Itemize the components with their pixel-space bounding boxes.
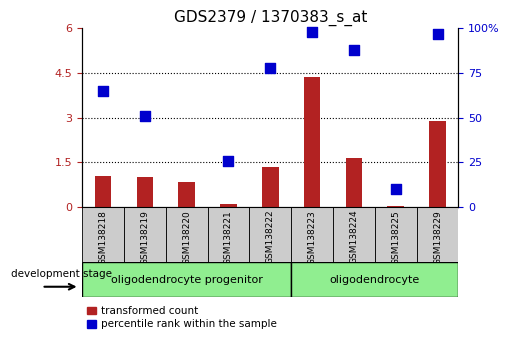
Bar [166,207,208,262]
Bar [304,78,321,207]
Point [224,158,233,164]
Text: GSM138222: GSM138222 [266,210,275,264]
Point [140,113,149,119]
Point [350,47,358,53]
Bar [346,158,363,207]
Text: development stage: development stage [11,269,112,279]
Point [266,65,275,70]
Bar [387,206,404,207]
Text: GSM138219: GSM138219 [140,210,149,265]
Text: GSM138223: GSM138223 [307,210,316,264]
Bar [220,204,237,207]
Point [99,88,107,94]
Bar [375,207,417,262]
Bar [429,121,446,207]
Bar [82,262,291,297]
Text: GSM138218: GSM138218 [99,210,108,265]
Bar [291,207,333,262]
Bar [262,167,279,207]
Text: GSM138224: GSM138224 [349,210,358,264]
Bar [124,207,166,262]
Bar [95,176,111,207]
Bar [333,207,375,262]
Text: GSM138229: GSM138229 [433,210,442,264]
Title: GDS2379 / 1370383_s_at: GDS2379 / 1370383_s_at [174,9,367,25]
Text: GSM138221: GSM138221 [224,210,233,264]
Bar [250,207,291,262]
Bar [291,262,458,297]
Bar [137,177,153,207]
Text: oligodendrocyte: oligodendrocyte [330,275,420,285]
Point [308,29,316,35]
Bar [178,182,195,207]
Legend: transformed count, percentile rank within the sample: transformed count, percentile rank withi… [87,306,277,329]
Bar [208,207,250,262]
Text: oligodendrocyte progenitor: oligodendrocyte progenitor [111,275,263,285]
Text: GSM138220: GSM138220 [182,210,191,264]
Bar [82,207,124,262]
Text: GSM138225: GSM138225 [391,210,400,264]
Point [392,187,400,192]
Bar [417,207,458,262]
Point [434,31,442,36]
